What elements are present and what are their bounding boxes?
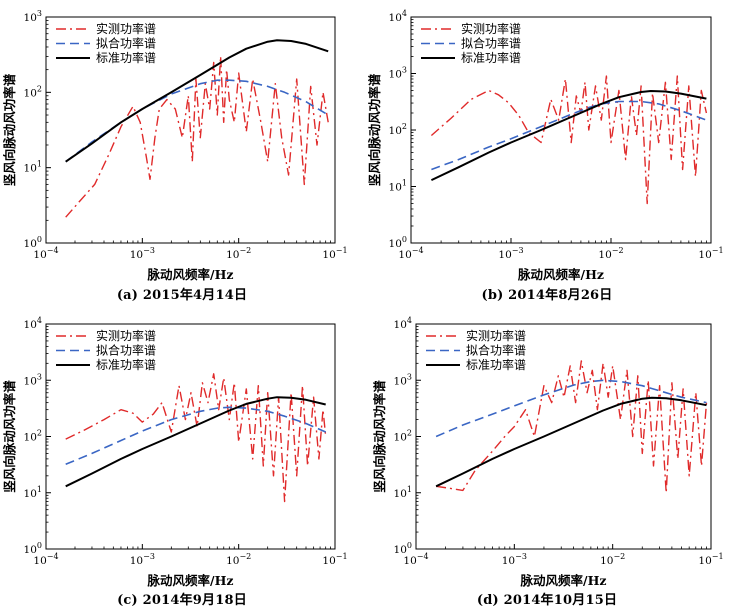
series-line-1 — [65, 79, 329, 163]
legend-label: 实测功率谱 — [461, 21, 521, 36]
x-tick-label: 10−1 — [322, 552, 347, 567]
plot-frame — [415, 323, 712, 550]
x-tick-label: 10−1 — [322, 246, 347, 261]
y-tick-label: 104 — [389, 9, 407, 24]
series-group — [65, 39, 329, 218]
plot-frame — [45, 16, 336, 244]
y-tick-label: 101 — [24, 485, 42, 500]
x-axis-label: 脉动风频率/Hz — [520, 573, 607, 588]
x-tick-label: 10−3 — [498, 246, 523, 261]
y-tick-label: 103 — [389, 66, 407, 81]
x-tick-label: 10−3 — [502, 552, 527, 567]
x-axis-label: 脉动风频率/Hz — [147, 267, 234, 282]
y-tick-label: 101 — [24, 160, 42, 175]
chart-c: 10−4 10−3 10−2 10−1 100 101 102 103 104 脉动风频率/Hz 竖… — [2, 316, 348, 588]
x-tick-label: 10−4 — [33, 246, 58, 261]
plot-frame — [45, 323, 336, 550]
legend-label: 实测功率谱 — [96, 21, 156, 36]
y-axis-label: 竖风向脉动风功率谱 — [2, 73, 17, 186]
y-tick-label: 100 — [24, 541, 42, 556]
legend-label: 拟合功率谱 — [96, 343, 156, 358]
y-tick-label: 102 — [394, 429, 412, 444]
chart-d: 10−4 10−3 10−2 10−1 100 101 102 103 104 脉动风频率/Hz 竖… — [372, 316, 724, 588]
legend-label: 标准功率谱 — [466, 357, 526, 372]
x-tick-label: 10−1 — [698, 552, 723, 567]
series-line-2 — [65, 39, 329, 163]
legend-label: 实测功率谱 — [96, 328, 156, 343]
legend-label: 标准功率谱 — [461, 50, 521, 65]
y-tick-label: 103 — [24, 9, 42, 24]
y-tick-label: 100 — [24, 235, 42, 250]
series-line-0 — [435, 360, 708, 494]
legend-label: 标准功率谱 — [96, 50, 156, 65]
series-line-0 — [65, 55, 329, 218]
chart-a: 10−4 10−3 10−2 10−1 100 101 102 103 脉动风频率/Hz 竖风向脉… — [2, 9, 348, 282]
y-tick-label: 101 — [394, 485, 412, 500]
x-tick-label: 10−2 — [598, 246, 623, 261]
series-group — [65, 373, 327, 503]
x-tick-label: 10−4 — [33, 552, 58, 567]
series-line-2 — [435, 396, 707, 488]
y-axis-label: 竖风向脉动风功率谱 — [372, 380, 387, 493]
legend-label: 拟合功率谱 — [466, 343, 526, 358]
x-tick-label: 10−2 — [226, 246, 251, 261]
y-tick-label: 100 — [394, 541, 412, 556]
y-tick-label: 100 — [389, 235, 407, 250]
y-tick-label: 104 — [24, 316, 42, 331]
series-line-1 — [431, 100, 707, 171]
series-group — [430, 75, 708, 205]
series-line-1 — [65, 406, 327, 466]
series-line-1 — [435, 379, 707, 438]
x-tick-label: 10−4 — [398, 246, 423, 261]
x-tick-label: 10−2 — [226, 552, 251, 567]
legend-label: 拟合功率谱 — [96, 36, 156, 51]
y-tick-label: 101 — [389, 179, 407, 194]
y-tick-label: 103 — [394, 372, 412, 387]
panel-b: 10−4 10−3 10−2 10−1 100 101 102 103 104 脉动风频率/Hz 竖… — [365, 0, 729, 306]
y-tick-label: 102 — [24, 84, 42, 99]
x-tick-label: 10−3 — [130, 552, 155, 567]
legend-label: 拟合功率谱 — [461, 36, 521, 51]
panel-c: 10−4 10−3 10−2 10−1 100 101 102 103 104 脉动风频率/Hz 竖… — [0, 306, 364, 612]
caption-b: (b) 2014年8月26日 — [481, 288, 613, 303]
legend-label: 实测功率谱 — [466, 328, 526, 343]
panel-a: 10−4 10−3 10−2 10−1 100 101 102 103 脉动风频率/Hz 竖风向脉… — [0, 0, 364, 306]
x-tick-label: 10−2 — [600, 552, 625, 567]
series-line-0 — [65, 373, 327, 503]
y-tick-label: 102 — [389, 122, 407, 137]
legend-label: 标准功率谱 — [96, 357, 156, 372]
x-tick-label: 10−4 — [403, 552, 428, 567]
x-axis-label: 脉动风频率/Hz — [147, 573, 234, 588]
series-group — [435, 360, 708, 494]
x-tick-label: 10−3 — [130, 246, 155, 261]
y-tick-label: 103 — [24, 372, 42, 387]
x-axis-label: 脉动风频率/Hz — [517, 267, 604, 282]
plot-frame — [410, 16, 712, 244]
series-line-2 — [430, 90, 707, 182]
caption-a: (a) 2015年4月14日 — [116, 288, 248, 303]
series-line-0 — [430, 75, 708, 205]
panel-d: 10−4 10−3 10−2 10−1 100 101 102 103 104 脉动风频率/Hz 竖… — [365, 306, 729, 612]
x-tick-label: 10−1 — [698, 246, 723, 261]
chart-b: 10−4 10−3 10−2 10−1 100 101 102 103 104 脉动风频率/Hz 竖… — [367, 9, 724, 282]
y-axis-label: 竖风向脉动风功率谱 — [367, 73, 382, 186]
caption-d: (d) 2014年10月15日 — [476, 593, 618, 608]
y-tick-label: 102 — [24, 429, 42, 444]
caption-c: (c) 2014年9月18日 — [117, 593, 247, 608]
y-axis-label: 竖风向脉动风功率谱 — [2, 380, 17, 493]
y-tick-label: 104 — [394, 316, 412, 331]
series-line-2 — [65, 396, 326, 488]
